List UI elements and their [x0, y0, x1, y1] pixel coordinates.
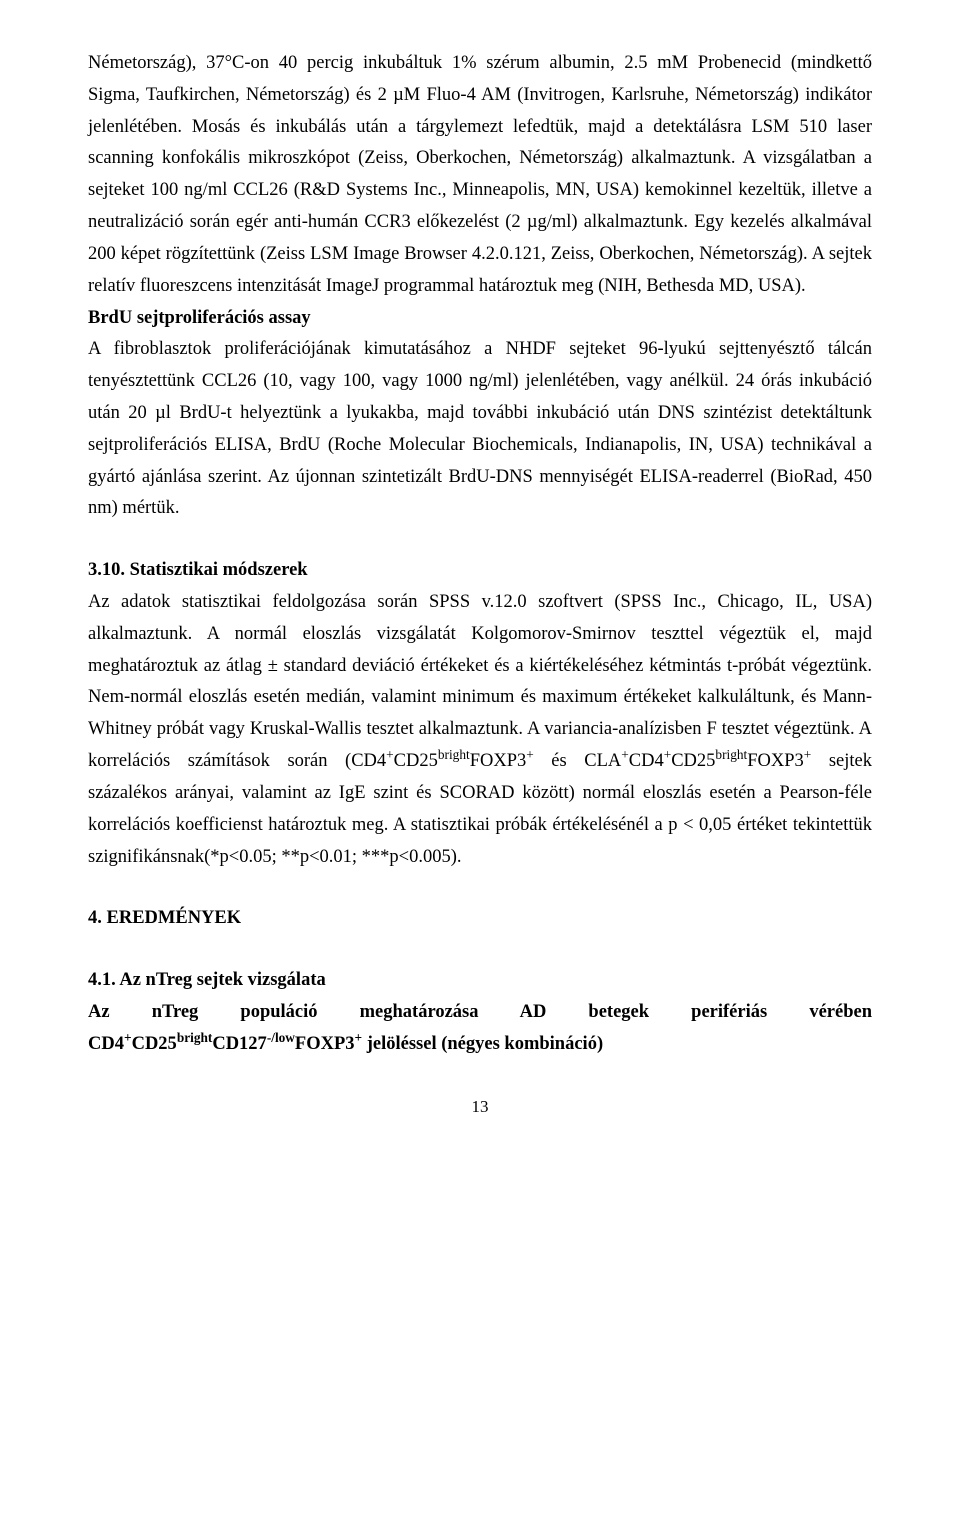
ntreg-marker-pre: CD4: [88, 1034, 124, 1054]
sup-plus: +: [386, 747, 394, 762]
spacer: [88, 873, 872, 903]
sup-foxp3: FOXP3: [470, 751, 527, 771]
sup-low: -/low: [267, 1030, 295, 1045]
spacer: [88, 525, 872, 555]
stats-body-text-2: és CLA: [534, 751, 621, 771]
sup-bright: bright: [438, 747, 470, 762]
ntreg-heading: 4.1. Az nTreg sejtek vizsgálata: [88, 965, 872, 997]
ntreg-line: Az nTreg populáció meghatározása AD bete…: [88, 997, 872, 1029]
sup-cd25: CD25: [132, 1034, 177, 1054]
sup-cd25: CD25: [671, 751, 715, 771]
sup-cd4: CD4: [629, 751, 664, 771]
page-number: 13: [88, 1097, 872, 1117]
stats-heading: 3.10. Statisztikai módszerek: [88, 555, 872, 587]
sup-foxp3: FOXP3: [747, 751, 804, 771]
sup-plus: +: [355, 1030, 363, 1045]
sup-plus: +: [124, 1030, 132, 1045]
brdu-heading: BrdU sejtproliferációs assay: [88, 303, 872, 335]
sup-foxp3: FOXP3: [295, 1034, 355, 1054]
stats-body-text-1: Az adatok statisztikai feldolgozása sorá…: [88, 592, 872, 771]
ntreg-marker-post: jelöléssel (négyes kombináció): [362, 1034, 603, 1054]
sup-cd127: CD127: [212, 1034, 266, 1054]
brdu-body: A fibroblasztok proliferációjának kimuta…: [88, 334, 872, 525]
spacer: [88, 935, 872, 965]
sup-bright: bright: [177, 1030, 213, 1045]
intro-paragraph: Németország), 37°C-on 40 percig inkubált…: [88, 48, 872, 303]
ntreg-marker-line: CD4+CD25brightCD127-/lowFOXP3+ jelölésse…: [88, 1029, 872, 1061]
sup-cd25: CD25: [394, 751, 438, 771]
document-page: Németország), 37°C-on 40 percig inkubált…: [0, 0, 960, 1157]
sup-bright: bright: [715, 747, 747, 762]
sup-plus: +: [621, 747, 629, 762]
stats-body: Az adatok statisztikai feldolgozása sorá…: [88, 587, 872, 873]
sup-plus: +: [526, 747, 534, 762]
results-heading: 4. EREDMÉNYEK: [88, 903, 872, 935]
